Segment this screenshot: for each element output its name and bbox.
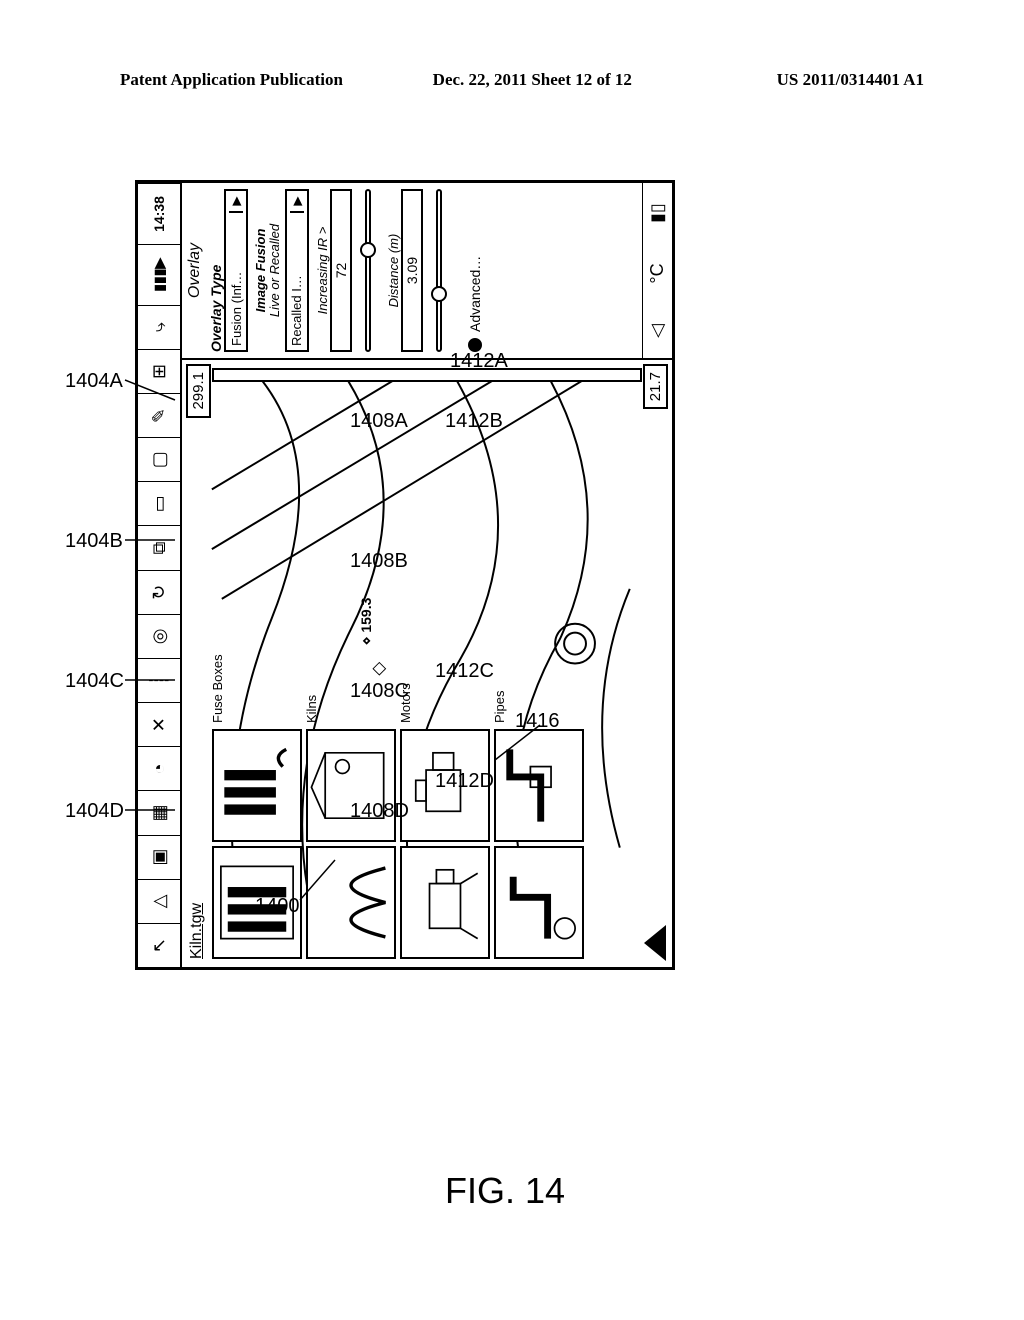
thumb-fuse-vis[interactable] [212, 729, 302, 842]
unit-label: °C [647, 263, 668, 283]
gear-icon [468, 338, 482, 352]
overlay-type-combo[interactable]: Fusion (Inf… ▶ [224, 189, 248, 352]
distance-value[interactable]: 3.09 [401, 189, 423, 352]
tool-icon[interactable]: △ [138, 879, 180, 923]
tool-icon[interactable]: ◎ [138, 614, 180, 658]
thumb-motor-ir[interactable] [400, 846, 490, 959]
tool-icon[interactable]: ┊ [138, 658, 180, 702]
ref-1404b: 1404B [65, 530, 123, 553]
nav-triangle-icon[interactable] [644, 925, 666, 961]
increasing-ir-value[interactable]: 72 [330, 189, 352, 352]
thumb-row [306, 729, 396, 959]
thumb-pipe-vis[interactable] [494, 729, 584, 842]
battery-icon: ▮▯ [647, 203, 668, 223]
tool-icon[interactable]: ▢ [138, 437, 180, 481]
thumb-motor-vis[interactable] [400, 729, 490, 842]
toolbar: ↖ △ ▣ ▦ ◔ ✕ ┊ ◎ ↻ ⧉ ▭ ▢ ✎ ⊞ ⤷ ▮▮▮▶ 14:38 [138, 183, 182, 967]
thermal-image-area[interactable]: Kiln.tgw 299.1 21.7 ◇ ⋄ 159.3 [182, 358, 672, 967]
category-label: Pipes [492, 690, 507, 723]
page-header: Patent Application Publication Dec. 22, … [120, 70, 924, 90]
header-right: US 2011/0314401 A1 [656, 70, 924, 90]
color-scale[interactable] [212, 368, 642, 382]
ref-1404c: 1404C [65, 670, 124, 693]
distance-label: Distance (m) [386, 189, 401, 352]
thumb-row [400, 729, 490, 959]
tool-icon[interactable]: ✕ [138, 702, 180, 746]
thumb-pipe-ir[interactable] [494, 846, 584, 959]
cursor-temp: ⋄ 159.3 [358, 598, 375, 646]
thumb-fuse-ir[interactable] [212, 846, 302, 959]
recalled-combo[interactable]: Recalled I… ▶ [285, 189, 309, 352]
tool-icon[interactable]: ↻ [138, 570, 180, 614]
note-fusion: Image Fusion Live or Recalled [254, 189, 283, 352]
ir-slider[interactable] [356, 189, 380, 352]
toolbar-time: 14:38 [138, 183, 180, 244]
toolbar-brand: ▮▮▮▶ [138, 244, 180, 305]
file-name[interactable]: Kiln.tgw [188, 903, 206, 959]
advanced-button[interactable]: Advanced… [467, 189, 483, 352]
tool-icon[interactable]: ↖ [138, 923, 180, 967]
tool-icon[interactable]: ▭ [138, 481, 180, 525]
tool-icon[interactable]: ⊞ [138, 349, 180, 393]
temp-high: 299.1 [186, 364, 211, 418]
back-icon[interactable]: ◁ [647, 324, 668, 338]
header-left: Patent Application Publication [120, 70, 433, 90]
chevron-down-icon: ▶ [229, 191, 243, 213]
header-center: Dec. 22, 2011 Sheet 12 of 12 [433, 70, 656, 90]
combo-text: Recalled I… [289, 213, 304, 350]
thumbnail-panel: Fuse Boxes [212, 729, 584, 959]
figure-caption: FIG. 14 [135, 1170, 875, 1212]
tool-icon[interactable]: ⧉ [138, 525, 180, 569]
category-label: Kilns [304, 695, 319, 723]
cursor-icon: ◇ [368, 662, 389, 676]
thumb-kiln-vis[interactable] [306, 729, 396, 842]
increasing-ir-label: Increasing IR > [315, 189, 330, 352]
tool-icon[interactable]: ▦ [138, 790, 180, 834]
tool-icon[interactable]: ▣ [138, 835, 180, 879]
combo-text: Fusion (Inf… [229, 213, 244, 350]
temp-low: 21.7 [643, 364, 668, 409]
ref-1404d: 1404D [65, 800, 124, 823]
tool-icon[interactable]: ⤷ [138, 305, 180, 349]
thumb-row [212, 729, 302, 959]
tool-icon[interactable]: ✎ [138, 393, 180, 437]
thumb-kiln-ir[interactable] [306, 846, 396, 959]
device-ui: ↖ △ ▣ ▦ ◔ ✕ ┊ ◎ ↻ ⧉ ▭ ▢ ✎ ⊞ ⤷ ▮▮▮▶ 14:38 [135, 180, 675, 970]
ref-1404a: 1404A [65, 370, 123, 393]
chevron-down-icon: ▶ [290, 191, 304, 213]
thumb-row [494, 729, 584, 959]
distance-slider[interactable] [427, 189, 451, 352]
figure-14: ↖ △ ▣ ▦ ◔ ✕ ┊ ◎ ↻ ⧉ ▭ ▢ ✎ ⊞ ⤷ ▮▮▮▶ 14:38 [135, 180, 875, 970]
category-label: Fuse Boxes [210, 654, 225, 723]
panel-footer: ◁ °C ▮▯ [642, 183, 668, 358]
category-label: Motors [398, 683, 413, 723]
overlay-panel: Overlay Overlay Type Fusion (Inf… ▶ Imag… [182, 183, 672, 358]
overlay-title: Overlay [186, 189, 204, 352]
tool-icon[interactable]: ◔ [138, 746, 180, 790]
overlay-type-label: Overlay Type [208, 189, 224, 352]
